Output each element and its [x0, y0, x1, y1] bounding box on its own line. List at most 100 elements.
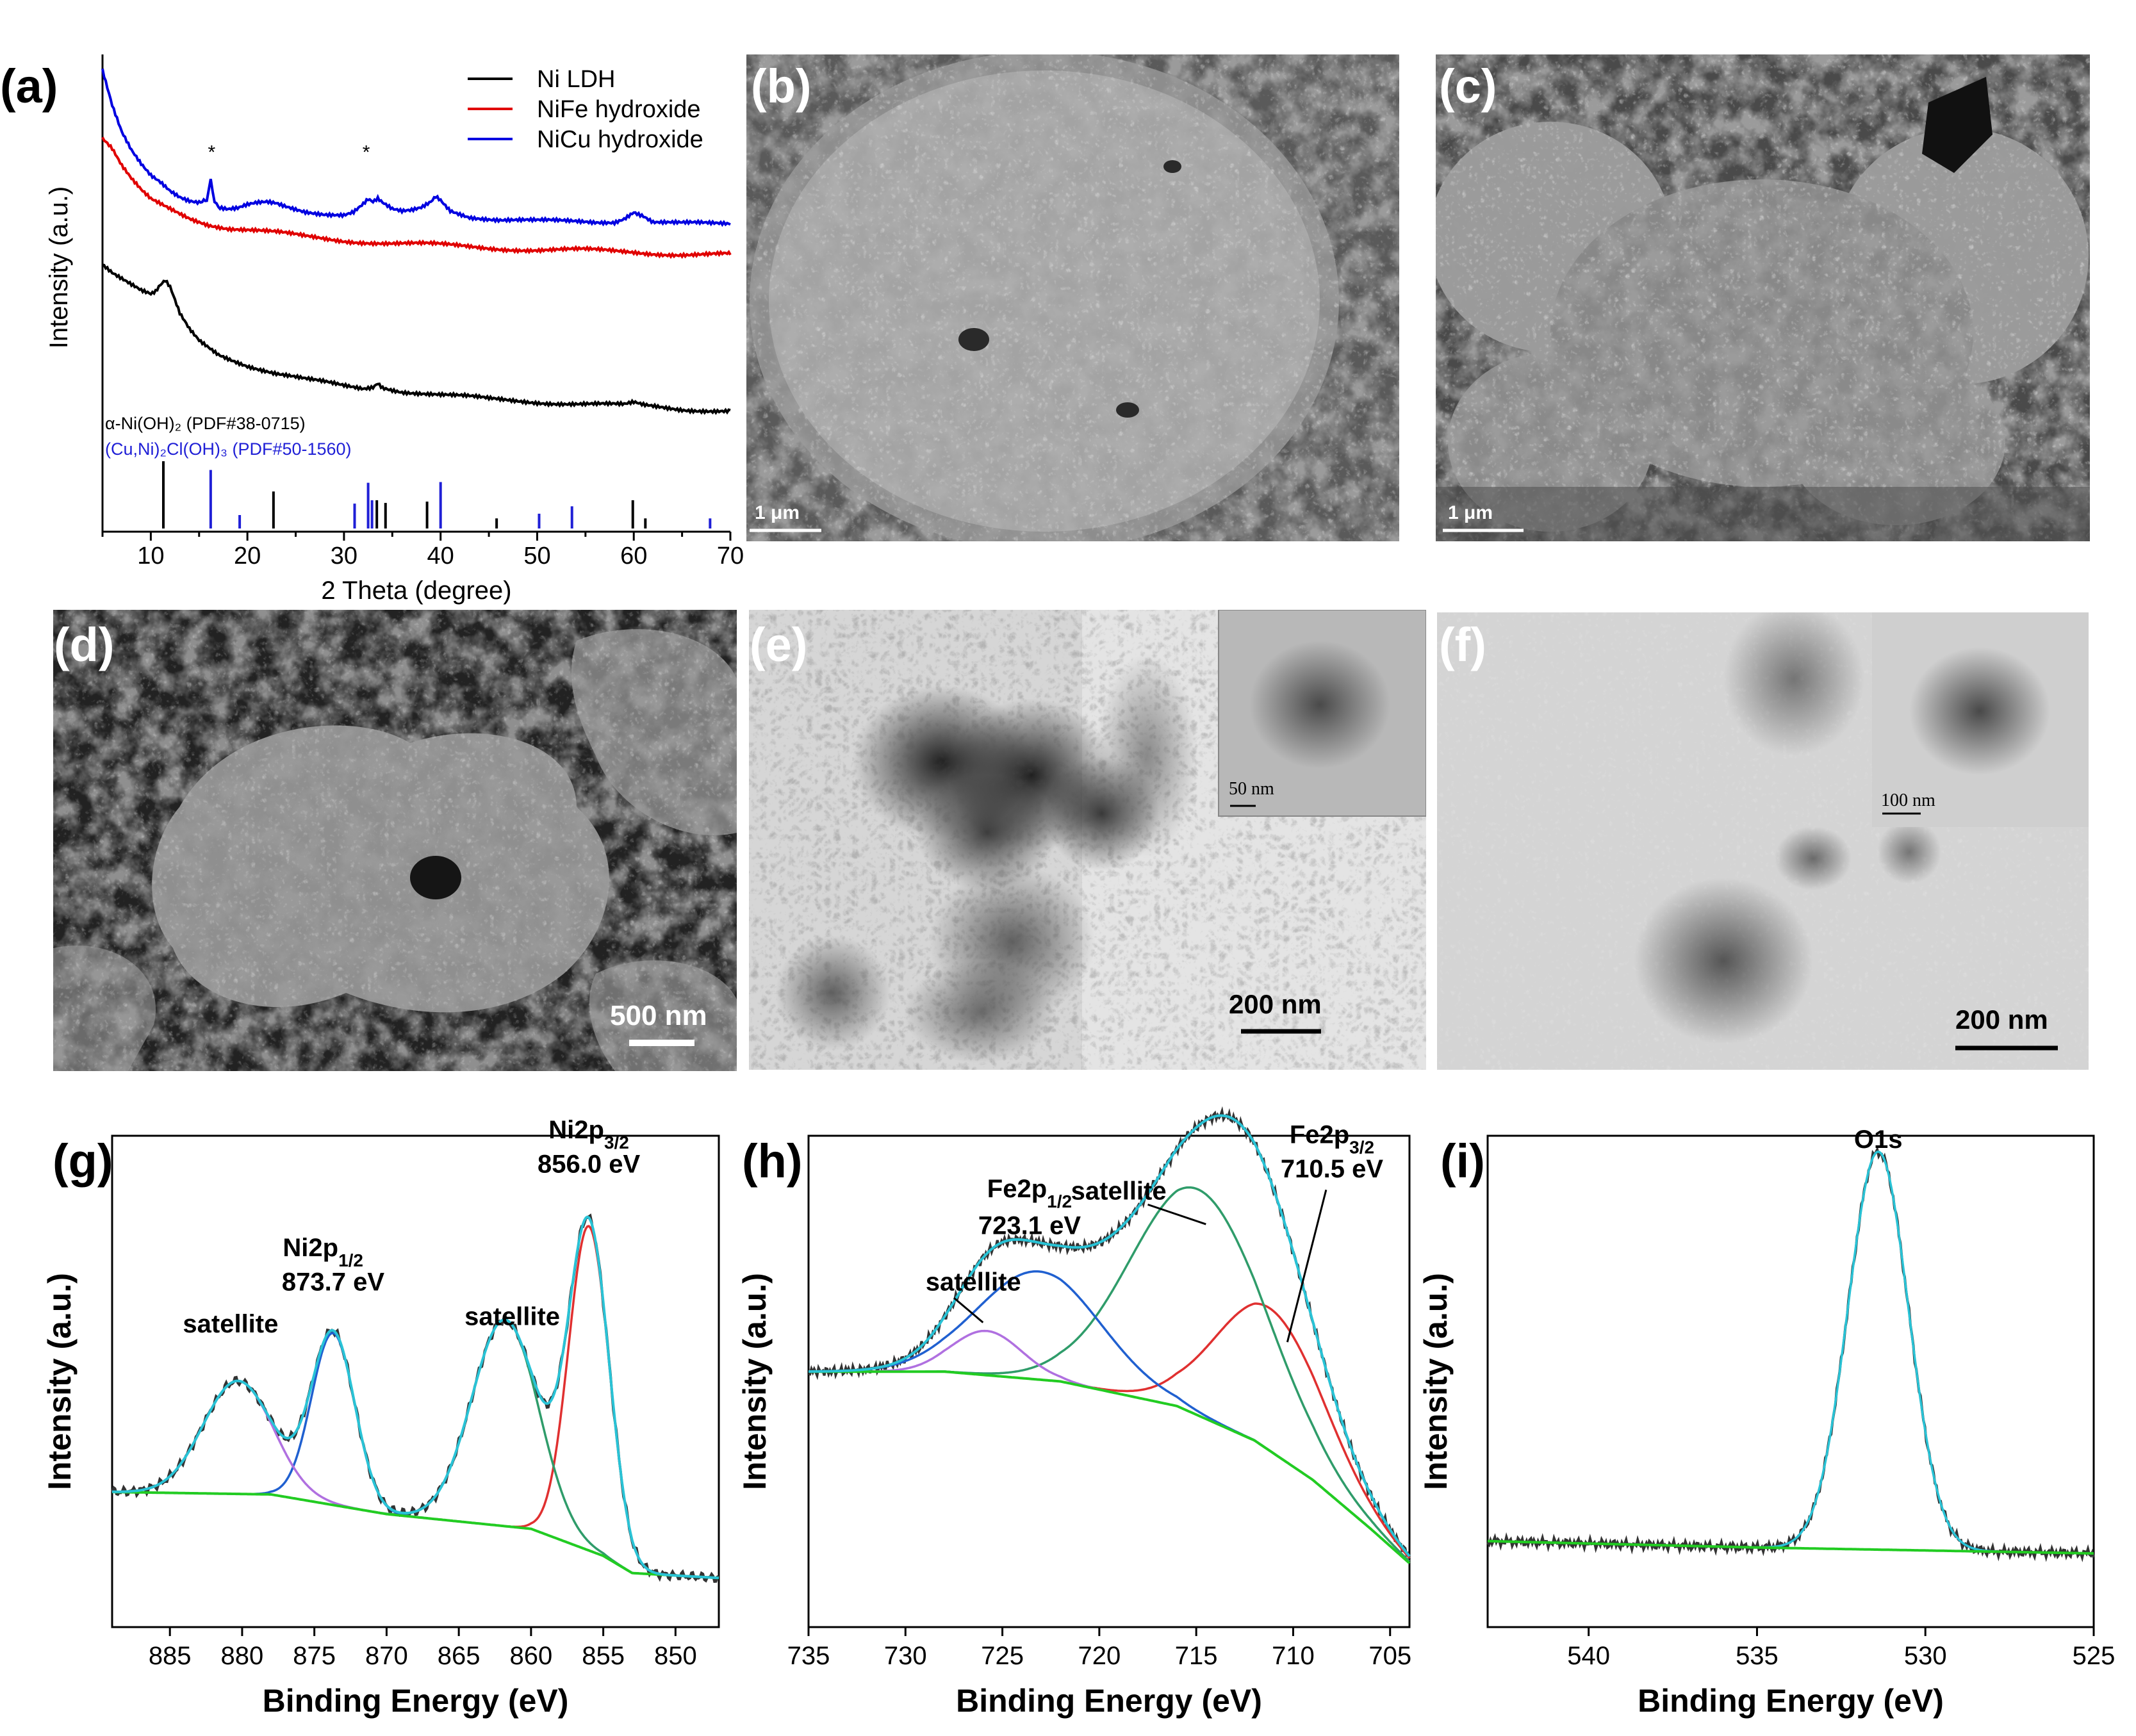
panel-i-y-axis-title: Intensity (a.u.) — [1418, 1273, 1454, 1490]
panel-f-overlay: (f) 100 nm 200 nm — [1439, 618, 2058, 1051]
panel-a-x-tick-label: 70 — [717, 543, 744, 569]
panel-g-x-tick-label: 850 — [654, 1642, 697, 1670]
panel-e-overlay: (e) 50 nm 200 nm — [750, 618, 1322, 1034]
panel-e-inset-scale-label: 50 nm — [1229, 779, 1274, 799]
panel-h-x-tick-label: 735 — [787, 1642, 830, 1670]
xrd-series-nife-hydroxide — [101, 136, 732, 259]
panel-g-envelope-fit — [112, 1215, 719, 1580]
panel-c-letter: (c) — [1439, 60, 1497, 113]
panel-g-x-tick-label: 875 — [293, 1642, 336, 1670]
panel-i-peak-o1s — [1488, 1151, 2094, 1555]
panel-e-scale-label: 200 nm — [1229, 989, 1322, 1019]
panel-g-peak-ni2p1-2 — [112, 1332, 719, 1580]
panel-i-xps-o1s-chart: (i) 540 535 530 525 Binding Energy (eV) Inten… — [1418, 1126, 2115, 1719]
panel-b-letter: (b) — [751, 60, 812, 113]
panel-g-raw-spectrum — [111, 1213, 719, 1584]
panel-a-x-tick-label: 10 — [137, 543, 164, 569]
panel-g-background — [112, 1491, 719, 1580]
panel-g-annotation: 856.0 eV — [538, 1151, 640, 1179]
panel-h-leader-fe2p32 — [1286, 1190, 1327, 1343]
panel-b-overlay: (b) 1 μm — [750, 60, 821, 532]
panel-h-x-tick-label: 710 — [1272, 1642, 1315, 1670]
panel-g-x-tick-label: 865 — [438, 1642, 481, 1670]
panel-g-y-axis-title: Intensity (a.u.) — [42, 1273, 78, 1490]
panel-e-letter: (e) — [750, 618, 807, 671]
panel-d-overlay: (d) 500 nm — [54, 618, 707, 1046]
ref-label-cuni-cl: (Cu,Ni)₂Cl(OH)₃ (PDF#50-1560) — [105, 439, 352, 459]
panel-h-annotation: Fe2p3/2 — [1290, 1121, 1374, 1158]
panel-a-series: * * — [101, 68, 732, 415]
panel-h-letter: (h) — [742, 1134, 803, 1188]
panel-a-reference-lines — [161, 461, 712, 528]
panel-i-plot: 540 535 530 525 Binding Energy (eV) Intensity… — [1418, 1126, 2115, 1719]
xrd-star-marker: * — [208, 142, 216, 163]
panel-h-envelope-fit — [809, 1114, 1411, 1557]
panel-i-x-axis-title: Binding Energy (eV) — [1638, 1683, 1944, 1719]
panel-h-peak-fe2p1-2 — [809, 1270, 1411, 1564]
panel-h-annotation: satellite — [1071, 1177, 1167, 1206]
panel-c-sem-image — [1436, 54, 2090, 541]
panel-h-leader-satellite-2 — [953, 1297, 984, 1323]
panel-a-x-tick-label: 60 — [620, 543, 647, 569]
panel-i-raw-spectrum — [1486, 1145, 2095, 1562]
panel-g-x-axis-title: Binding Energy (eV) — [263, 1683, 569, 1719]
panel-g-peak-satellite — [112, 1318, 719, 1580]
panel-h-annotation: 710.5 eV — [1281, 1155, 1383, 1183]
panel-i-axis-frame — [1486, 1134, 2095, 1628]
ref-label-ni-oh2: α-Ni(OH)₂ (PDF#38-0715) — [105, 414, 306, 433]
panel-g-x-tick-label: 870 — [365, 1642, 408, 1670]
panel-g-annotation: Ni2p3/2 — [548, 1116, 629, 1152]
panel-h-axis-frame — [807, 1134, 1411, 1628]
panel-h-x-tick-label: 725 — [981, 1642, 1024, 1670]
panel-e-tem-image — [749, 610, 1426, 1070]
panel-a-x-tick-label: 50 — [523, 543, 550, 569]
panel-f-letter: (f) — [1439, 618, 1486, 671]
legend-label-nife: NiFe hydroxide — [537, 96, 701, 123]
panel-a-axes: 10 20 30 40 50 60 70 2 Theta (degree) Intensity … — [45, 54, 744, 605]
panel-h-annotation: Fe2p1/2 — [987, 1175, 1072, 1211]
panel-d-scale-label: 500 nm — [610, 1000, 707, 1031]
panel-h-x-tick-label: 720 — [1078, 1642, 1121, 1670]
panel-g-peak-satellite — [112, 1379, 719, 1580]
panel-i-x-tick-label: 540 — [1567, 1642, 1610, 1670]
panel-g-x-tick-label: 880 — [221, 1642, 264, 1670]
panel-i-x-tick-label: 535 — [1736, 1642, 1779, 1670]
panel-a-letter: (a) — [0, 60, 58, 113]
panel-g-annotation: satellite — [183, 1310, 278, 1338]
panel-i-background — [1488, 1539, 2094, 1555]
panel-i-letter: (i) — [1440, 1134, 1485, 1188]
panel-g-x-tick-label: 860 — [510, 1642, 553, 1670]
xrd-star-marker: * — [363, 142, 370, 163]
panel-g-annotation: satellite — [464, 1302, 560, 1331]
legend-label-nicu: NiCu hydroxide — [537, 126, 703, 153]
xrd-series-nicu-hydroxide — [101, 68, 731, 227]
panel-g-xps-ni2p-chart: (g) 885 880 875 870 865 860 855 850 Binding Ener… — [42, 1116, 720, 1719]
panel-g-annotation: Ni2p1/2 — [283, 1234, 363, 1270]
panel-h-leader-satellite — [1147, 1203, 1206, 1225]
panel-a-xrd-chart: (a) 10 20 30 40 50 60 70 2 Theta (degree) Intens… — [0, 54, 744, 605]
panel-a-legend: Ni LDH NiFe hydroxide NiCu hydroxide — [468, 66, 703, 153]
panel-g-x-tick-label: 855 — [582, 1642, 625, 1670]
panel-i-annotation: O1s — [1854, 1126, 1903, 1154]
panel-h-x-tick-label: 705 — [1368, 1642, 1411, 1670]
panel-b-scale-label: 1 μm — [755, 502, 800, 523]
panel-i-x-tick-label: 525 — [2073, 1642, 2115, 1670]
panel-d-sem-image — [53, 610, 737, 1071]
panel-h-y-axis-title: Intensity (a.u.) — [737, 1273, 773, 1490]
panel-h-peak-satellite — [809, 1329, 1411, 1564]
panel-c-overlay: (c) 1 μm — [1439, 60, 1524, 532]
panel-c-scale-label: 1 μm — [1448, 502, 1493, 523]
panel-h-annotation: satellite — [926, 1268, 1021, 1297]
panel-d-letter: (d) — [54, 618, 115, 671]
panel-h-x-axis-title: Binding Energy (eV) — [956, 1683, 1262, 1719]
panel-h-x-tick-label: 715 — [1175, 1642, 1218, 1670]
panel-f-inset-scale-label: 100 nm — [1881, 790, 1935, 810]
panel-i-x-tick-label: 530 — [1904, 1642, 1947, 1670]
panel-f-scale-label: 200 nm — [1955, 1004, 2048, 1035]
panel-b-sem-image — [746, 54, 1399, 541]
panel-a-x-tick-label: 20 — [234, 543, 261, 569]
panel-h-background — [809, 1370, 1411, 1564]
panel-a-y-axis-title: Intensity (a.u.) — [45, 186, 73, 348]
xrd-series-ni-ldh — [102, 263, 731, 415]
